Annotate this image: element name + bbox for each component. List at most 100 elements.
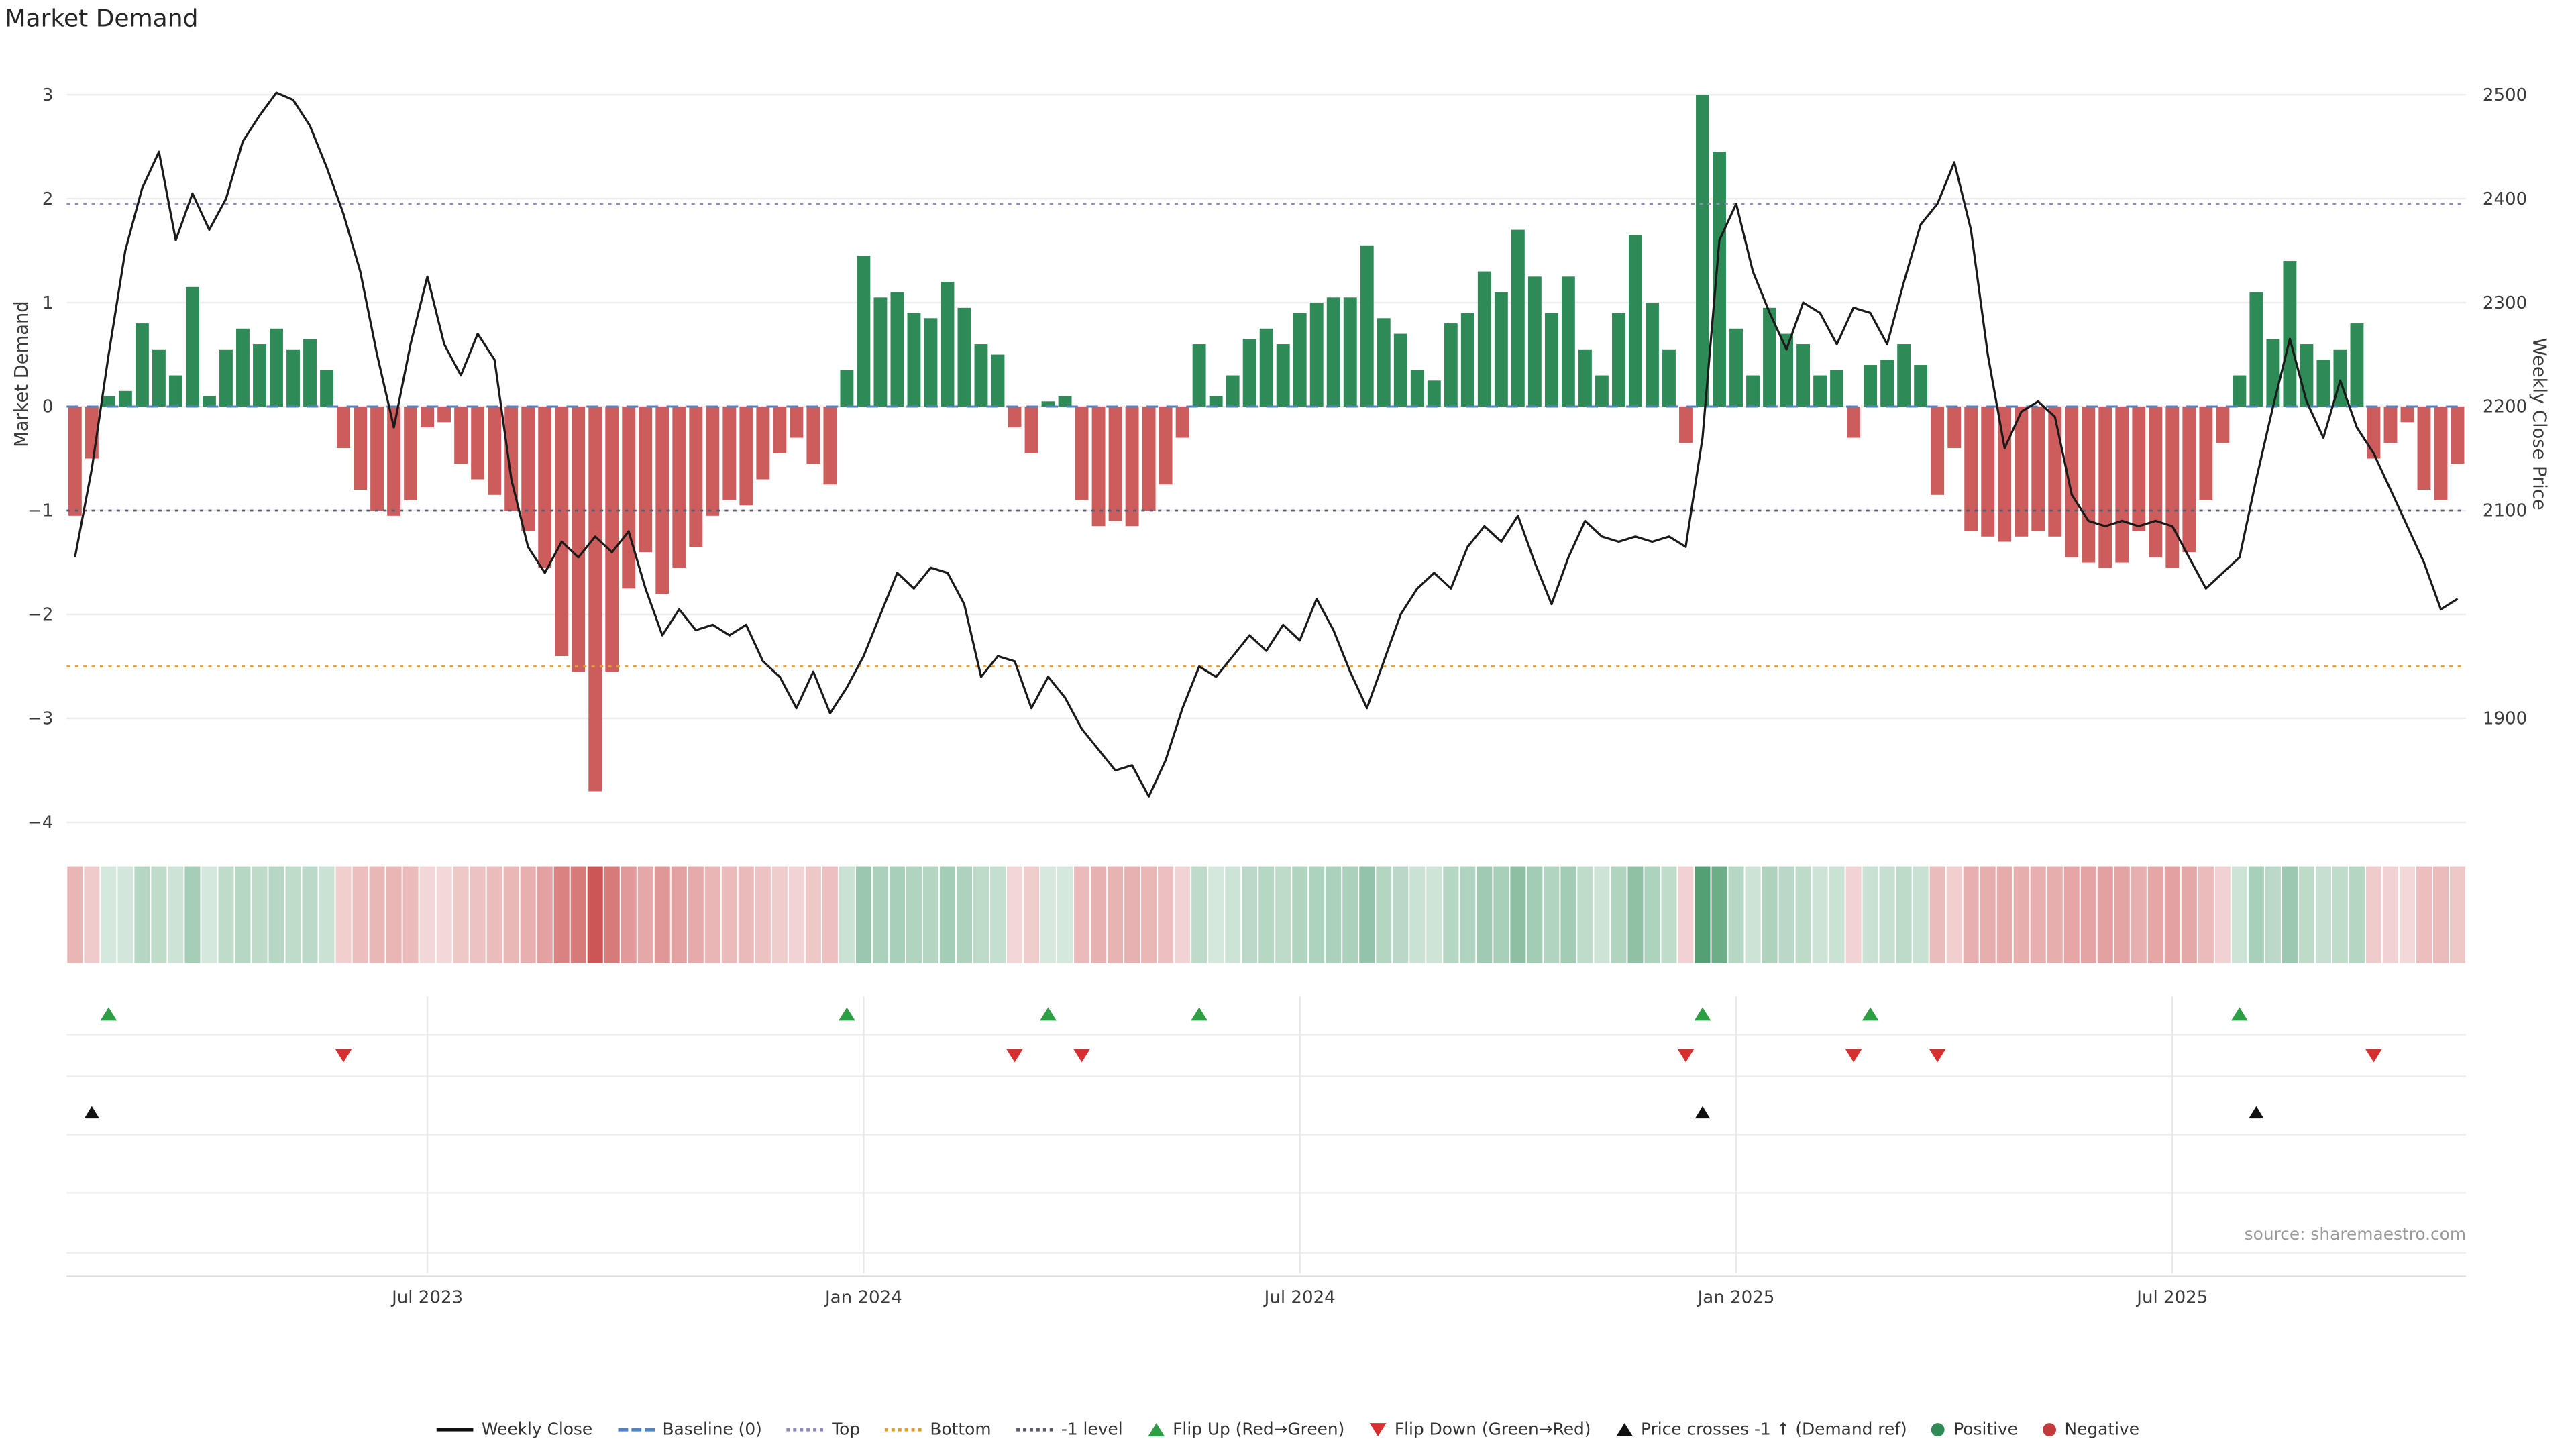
heatmap-cell	[1158, 866, 1174, 963]
heatmap-cell	[839, 866, 855, 963]
heatmap-cell	[335, 866, 352, 963]
flip-down-marker-icon	[2365, 1049, 2382, 1063]
demand-bar	[1847, 407, 1861, 438]
demand-bar	[1746, 375, 1760, 407]
demand-bar	[320, 370, 333, 407]
page-title: Market Demand	[5, 6, 199, 34]
heatmap-cell	[2365, 866, 2381, 963]
flip-up-marker-icon	[1694, 1007, 1711, 1021]
demand-bar	[2367, 407, 2381, 459]
demand-bar	[421, 407, 435, 428]
heatmap-cell	[2181, 866, 2197, 963]
heatmap-cell	[1309, 866, 1325, 963]
heatmap-cell	[2131, 866, 2147, 963]
heatmap-cell	[1393, 866, 1409, 963]
circle-marker-icon	[1931, 1423, 1945, 1437]
heatmap-cell	[470, 866, 486, 963]
heatmap-cell	[1342, 866, 1358, 963]
demand-bar	[1494, 292, 1508, 407]
heatmap-cell	[788, 866, 804, 963]
demand-bar	[404, 407, 418, 500]
heatmap-cell	[520, 866, 536, 963]
heatmap-cell	[637, 866, 653, 963]
demand-bar	[1427, 380, 1441, 407]
heatmap-cell	[989, 866, 1006, 963]
demand-bar	[1410, 370, 1424, 407]
demand-bar	[1527, 276, 1542, 407]
demand-bar	[2115, 407, 2129, 563]
demand-bar	[572, 407, 586, 672]
heatmap-cell	[268, 866, 284, 963]
legend-item-label: Baseline (0)	[662, 1420, 762, 1439]
circle-marker-icon	[2043, 1423, 2057, 1437]
demand-bar	[1276, 344, 1290, 407]
heatmap-cell	[2198, 866, 2214, 963]
heatmap-cell	[771, 866, 788, 963]
heatmap-cell	[1728, 866, 1744, 963]
demand-bar	[538, 407, 552, 568]
heatmap-cell	[1879, 866, 1895, 963]
heatmap-cell	[1594, 866, 1610, 963]
demand-bar	[286, 349, 300, 407]
demand-bar	[1830, 370, 1844, 407]
demand-bar	[118, 390, 132, 407]
demand-bar	[2434, 407, 2448, 500]
demand-bar	[739, 407, 753, 506]
demand-bar	[1058, 396, 1072, 407]
demand-bar	[101, 396, 115, 407]
heatmap-cell	[2332, 866, 2348, 963]
demand-bar	[370, 407, 384, 511]
demand-bar	[1293, 313, 1307, 407]
legend-item: Flip Down (Green→Red)	[1369, 1420, 1591, 1439]
heatmap-cell	[1409, 866, 1426, 963]
legend-item: Negative	[2043, 1420, 2139, 1439]
legend-item: -1 level	[1016, 1420, 1123, 1439]
heatmap-cell	[2416, 866, 2432, 963]
demand-bar	[1460, 313, 1474, 407]
heatmap-cell	[1778, 866, 1794, 963]
heatmap-cell	[2432, 866, 2449, 963]
heatmap-cell	[973, 866, 989, 963]
right-axis-tick-label: 2200	[2483, 397, 2527, 417]
x-axis-tick-label: Jan 2025	[1697, 1287, 1775, 1307]
heatmap-cell	[906, 866, 922, 963]
heatmap-cell	[1812, 866, 1828, 963]
demand-bar	[1864, 365, 1878, 407]
flip-up-marker-icon	[100, 1007, 117, 1021]
demand-bar	[1477, 271, 1491, 407]
demand-bar	[1796, 344, 1810, 407]
left-axis-tick-label: −4	[28, 813, 53, 833]
heatmap-cell	[1191, 866, 1208, 963]
heatmap-cell	[1326, 866, 1342, 963]
flip-down-marker-icon	[1929, 1049, 1946, 1063]
reference-lines	[66, 203, 2467, 667]
heatmap-cell	[1695, 866, 1711, 963]
heatmap-cell	[419, 866, 435, 963]
legend-item-label: Flip Up (Red→Green)	[1173, 1420, 1345, 1439]
demand-bar	[957, 307, 971, 407]
demand-bar	[504, 407, 519, 511]
heatmap-cell	[621, 866, 637, 963]
dotted-line-icon	[787, 1428, 824, 1432]
demand-bar	[605, 407, 619, 672]
heatmap-cell	[402, 866, 419, 963]
price-cross-marker-icon	[84, 1106, 100, 1119]
heatmap-cell	[956, 866, 972, 963]
demand-bar	[555, 407, 569, 657]
demand-bar	[1611, 313, 1625, 407]
demand-bar	[2451, 407, 2465, 464]
triangle-up-icon	[1615, 1423, 1633, 1437]
demand-bar	[974, 344, 988, 407]
heatmap-cell	[1862, 866, 1878, 963]
heatmap-cell	[2047, 866, 2063, 963]
demand-bar	[2249, 292, 2263, 407]
heatmap-cell	[1745, 866, 1761, 963]
demand-bar	[2082, 407, 2096, 563]
heatmap-cell	[2030, 866, 2046, 963]
demand-bar	[1729, 328, 1743, 407]
demand-bar	[236, 328, 250, 407]
legend-item: Price crosses -1 ↑ (Demand ref)	[1615, 1420, 1907, 1439]
right-axis-tick-label: 1900	[2483, 709, 2527, 729]
demand-bar	[773, 407, 787, 453]
